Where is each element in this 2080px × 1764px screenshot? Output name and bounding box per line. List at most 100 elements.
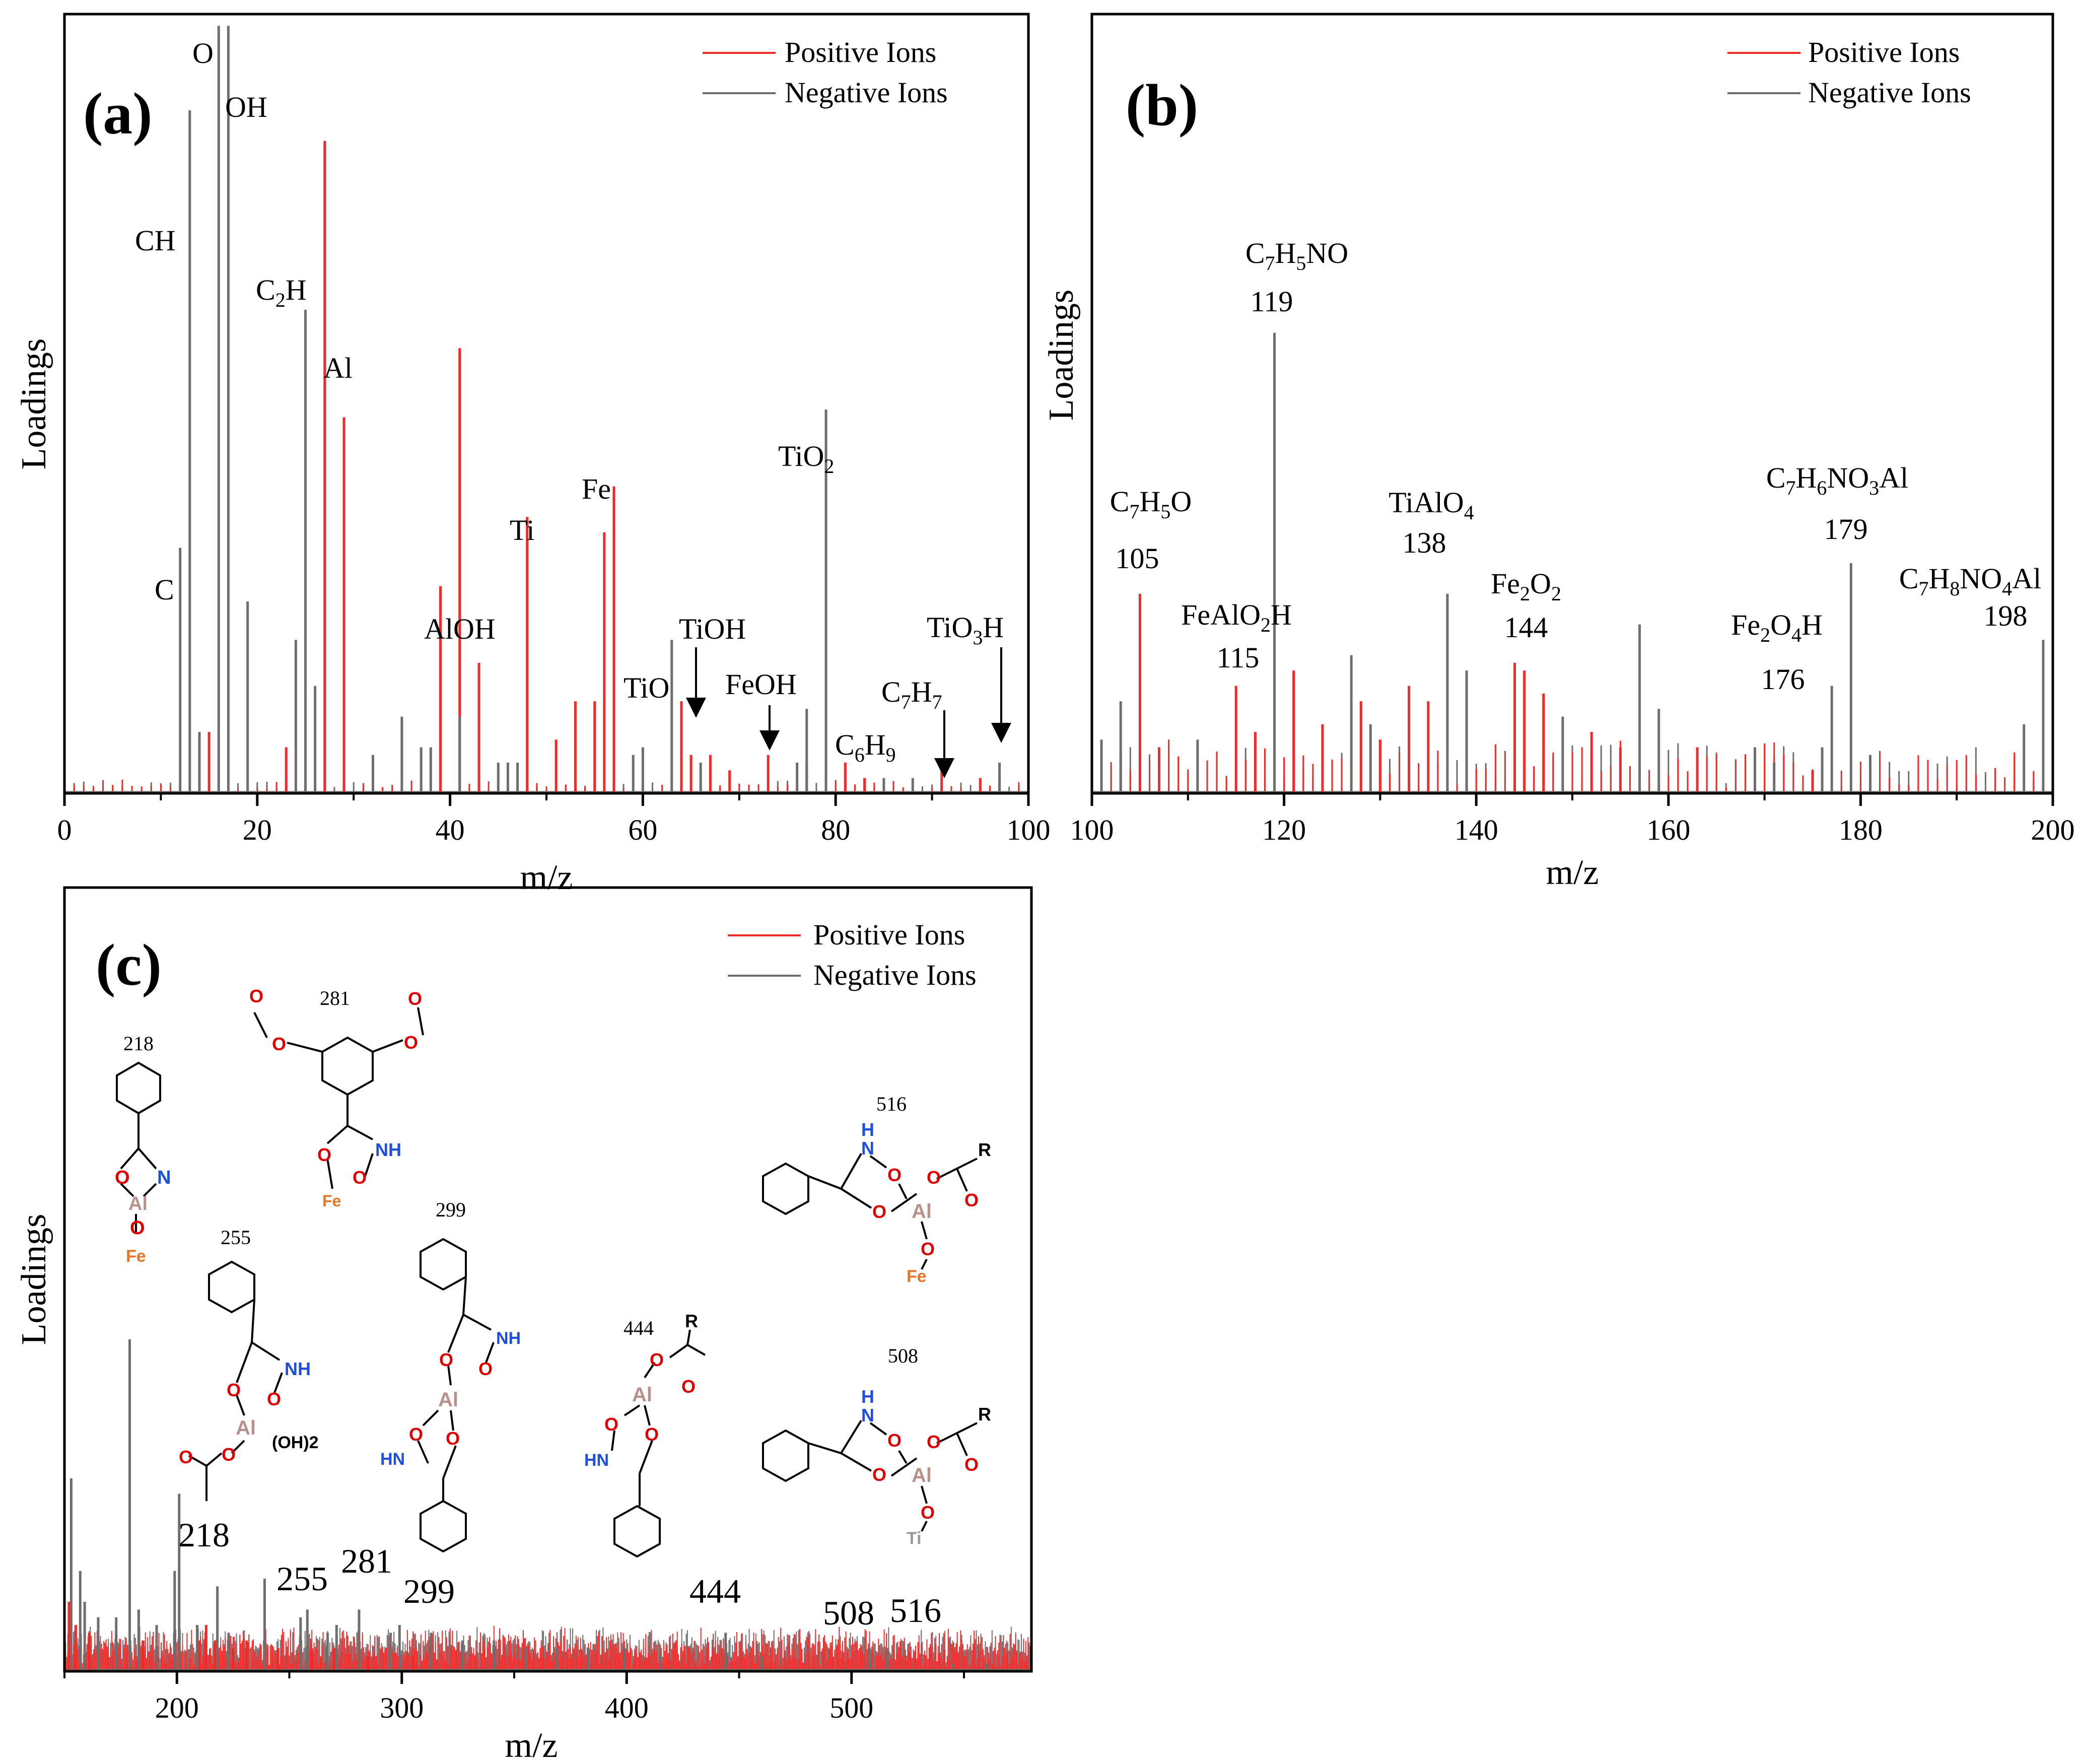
atom-O: O <box>130 1217 145 1239</box>
panel-c-annotations: 218 255 281 299 444 508 516 <box>178 1516 941 1632</box>
atom-O: O <box>478 1359 493 1379</box>
annotation-TiO: TiO <box>623 671 669 704</box>
bond <box>840 1153 862 1189</box>
bond <box>808 1175 842 1190</box>
bond <box>236 1395 245 1416</box>
annotation-138: 138 <box>1403 526 1446 559</box>
panel-c-peaks <box>64 1339 1032 1672</box>
panel-c-legend: Positive Ions Negative Ions <box>728 918 977 991</box>
bond <box>273 1372 283 1393</box>
bond <box>869 1155 887 1169</box>
x-tick-label: 500 <box>829 1691 873 1724</box>
atom-O: O <box>227 1380 241 1400</box>
atom-O: O <box>645 1424 659 1445</box>
annotation-119: 119 <box>1251 285 1293 318</box>
panel-a-annotations: C CH O OH C2H Al AlOH Ti Fe TiO TiOH FeO… <box>135 37 1004 766</box>
panel-c-x-ticks: 200 300 400 500 <box>63 1671 965 1724</box>
atom-Ti: Ti <box>907 1529 922 1548</box>
atom-O: O <box>650 1349 664 1370</box>
panel-a-legend: Positive Ions Negative Ions <box>703 36 948 109</box>
atom-O: O <box>409 1424 423 1445</box>
bond <box>364 1153 374 1177</box>
structure-281: 281 O O O O NH O O Fe <box>249 986 424 1210</box>
bond <box>422 1409 439 1427</box>
bond <box>485 1342 495 1363</box>
bond <box>898 1183 908 1199</box>
atom-Al: Al <box>632 1384 652 1406</box>
x-tick-label: 140 <box>1454 813 1498 846</box>
annotation-FeOH: FeOH <box>725 668 797 701</box>
atom-N: N <box>861 1138 874 1159</box>
atom-HN: HN <box>584 1451 609 1470</box>
bond <box>921 1485 928 1504</box>
panel-a: 0 20 40 60 80 100 Positive Ions Negative Ions… <box>15 13 1051 897</box>
x-tick-label: 20 <box>243 813 272 846</box>
atom-Fe: Fe <box>322 1192 341 1210</box>
atom-O: O <box>446 1428 460 1449</box>
atom-O: O <box>317 1144 331 1165</box>
annotation-299: 299 <box>403 1572 455 1610</box>
annotation-218: 218 <box>178 1516 230 1554</box>
annotation-C6H9: C6H9 <box>835 728 896 766</box>
benzene-ring <box>420 1500 467 1553</box>
atom-O: O <box>408 988 422 1009</box>
bond <box>442 1445 457 1479</box>
atom-O: O <box>267 1389 281 1409</box>
atom-O: O <box>872 1201 886 1222</box>
atom-O: O <box>249 986 263 1006</box>
bond <box>251 1341 281 1361</box>
annotation-Fe2O2: Fe2O2 <box>1491 567 1561 605</box>
bond <box>253 1012 268 1038</box>
structure-255-mass: 255 <box>221 1226 251 1249</box>
structures: 218 O N Al O Fe 281 <box>115 986 991 1558</box>
panel-b-letter: (b) <box>1126 72 1198 138</box>
panel-b-annotations: C7H5O 105 FeAlO2H 115 C7H5NO 119 TiAlO4 … <box>1110 237 2041 696</box>
x-tick-label: 300 <box>380 1691 424 1724</box>
atom-Fe: Fe <box>907 1267 927 1286</box>
atom-O: O <box>353 1167 367 1188</box>
panel-c-frame <box>63 886 1033 1673</box>
atom-NH: NH <box>285 1359 311 1379</box>
bond <box>326 1125 349 1144</box>
x-tick-label: 180 <box>1839 813 1883 846</box>
bond <box>808 1442 842 1454</box>
legend-label-positive: Positive Ions <box>1808 36 1960 69</box>
panel-c: 200 300 400 500 Positive Ions Negative Ions… <box>15 886 1033 1764</box>
benzene-ring <box>762 1429 809 1482</box>
bond <box>447 1365 452 1386</box>
annotation-AlOH: AlOH <box>424 613 496 645</box>
bond <box>639 1440 653 1474</box>
atom-O: O <box>887 1165 902 1185</box>
bond <box>236 1342 253 1383</box>
annotation-179: 179 <box>1824 513 1868 546</box>
structure-255: 255 NH O O Al (OH)2 O O <box>179 1226 319 1501</box>
annotation-C2H: C2H <box>256 274 307 311</box>
x-tick-label: 0 <box>57 813 72 846</box>
atom-Al: Al <box>912 1464 932 1486</box>
atom-R: R <box>685 1311 698 1331</box>
bond <box>921 1221 928 1240</box>
atom-H: H <box>861 1386 874 1407</box>
panel-b-x-ticks: 100 120 140 160 180 200 <box>1070 793 2075 846</box>
atom-R: R <box>978 1404 991 1424</box>
bond <box>450 1410 454 1431</box>
legend-label-positive: Positive Ions <box>785 36 936 69</box>
structure-516-mass: 516 <box>876 1093 907 1115</box>
bond <box>623 1404 641 1416</box>
bond <box>231 1440 245 1454</box>
x-tick-label: 80 <box>821 813 850 846</box>
structure-299-mass: 299 <box>436 1198 466 1221</box>
bond <box>287 1042 323 1053</box>
panel-a-peaks <box>63 26 1029 794</box>
panel-a-xlabel: m/z <box>520 858 573 897</box>
structure-508-mass: 508 <box>888 1344 918 1367</box>
bond <box>840 1419 862 1454</box>
panel-b-ylabel: Loadings <box>1042 290 1081 421</box>
x-tick-label: 400 <box>605 1691 649 1724</box>
bond <box>840 1452 872 1472</box>
x-tick-label: 60 <box>628 813 657 846</box>
atom-O: O <box>927 1432 941 1452</box>
bond <box>921 1259 928 1270</box>
bond <box>890 1457 918 1477</box>
